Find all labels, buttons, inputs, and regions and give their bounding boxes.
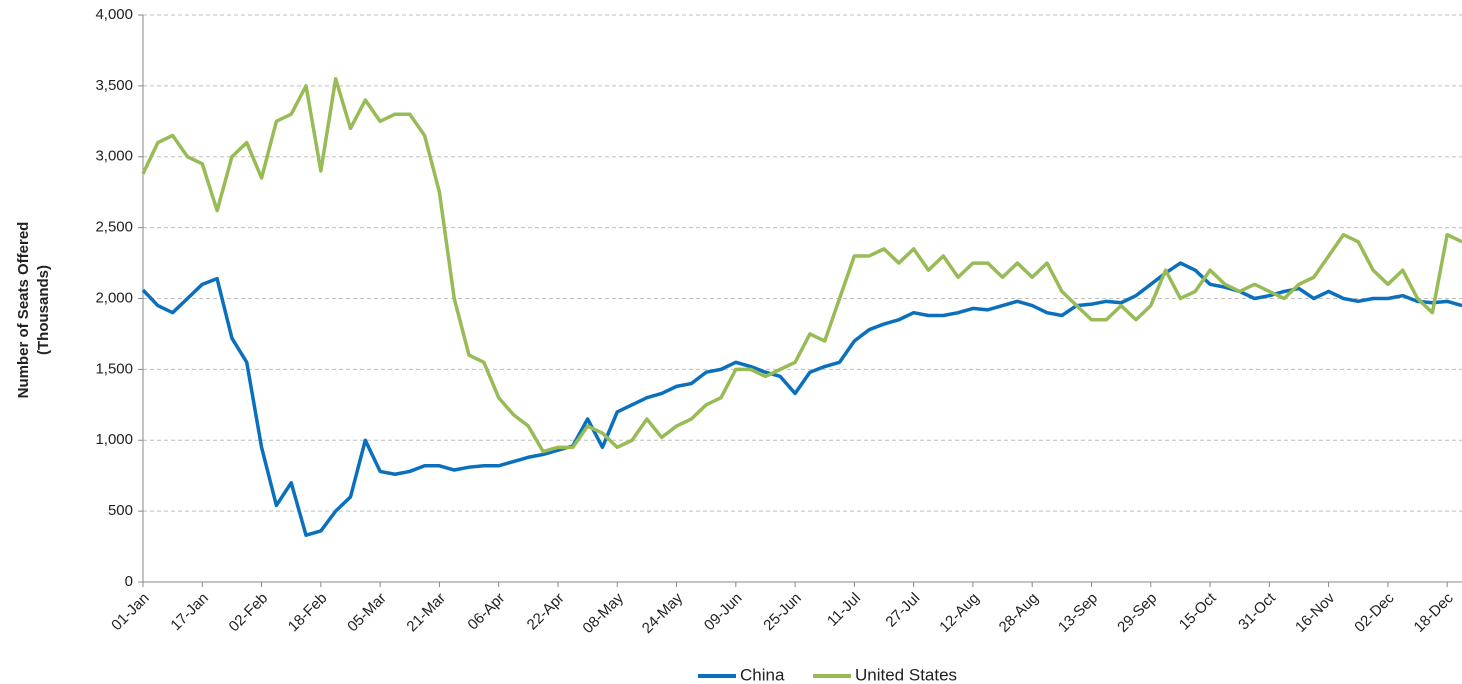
y-axis-label: (Thousands)	[35, 265, 52, 355]
x-tick-label: 27-Jul	[882, 590, 923, 631]
x-tick-label: 18-Dec	[1411, 589, 1458, 636]
x-tick-label: 12-Aug	[936, 590, 982, 636]
x-tick-label: 02-Dec	[1351, 589, 1398, 636]
series-line	[141, 261, 1462, 537]
x-tick-label: 21-Mar	[403, 590, 449, 636]
y-tick-label: 3,500	[95, 77, 133, 94]
x-tick-label: 25-Jun	[760, 590, 804, 634]
y-tick-label: 1,000	[95, 431, 133, 448]
y-tick-label: 2,000	[95, 289, 133, 306]
legend-label: United States	[855, 665, 957, 684]
y-tick-label: 3,000	[95, 148, 133, 165]
y-axis-label: Number of Seats Offered	[15, 222, 32, 399]
x-tick-label: 13-Sep	[1055, 590, 1101, 636]
y-tick-label: 0	[125, 573, 133, 590]
x-tick-label: 02-Feb	[226, 590, 272, 636]
x-tick-label: 28-Aug	[996, 590, 1042, 636]
x-tick-label: 29-Sep	[1114, 590, 1160, 636]
y-tick-label: 2,500	[95, 219, 133, 236]
x-tick-label: 01-Jan	[108, 590, 152, 634]
x-tick-label: 15-Oct	[1176, 589, 1220, 633]
y-tick-label: 1,500	[95, 360, 133, 377]
series-line	[141, 77, 1462, 454]
x-tick-label: 22-Apr	[524, 590, 568, 634]
x-tick-label: 06-Apr	[464, 590, 508, 634]
x-tick-label: 16-Nov	[1292, 589, 1339, 636]
x-tick-label: 31-Oct	[1235, 589, 1279, 633]
y-tick-label: 500	[108, 502, 133, 519]
y-tick-label: 4,000	[95, 6, 133, 23]
x-tick-label: 09-Jun	[701, 590, 745, 634]
x-tick-label: 17-Jan	[167, 590, 211, 634]
x-tick-label: 24-May	[639, 589, 687, 637]
x-tick-label: 08-May	[579, 589, 627, 637]
x-tick-label: 18-Feb	[285, 590, 331, 636]
x-tick-label: 05-Mar	[344, 590, 390, 636]
x-tick-label: 11-Jul	[824, 590, 864, 630]
legend-label: China	[740, 665, 785, 684]
